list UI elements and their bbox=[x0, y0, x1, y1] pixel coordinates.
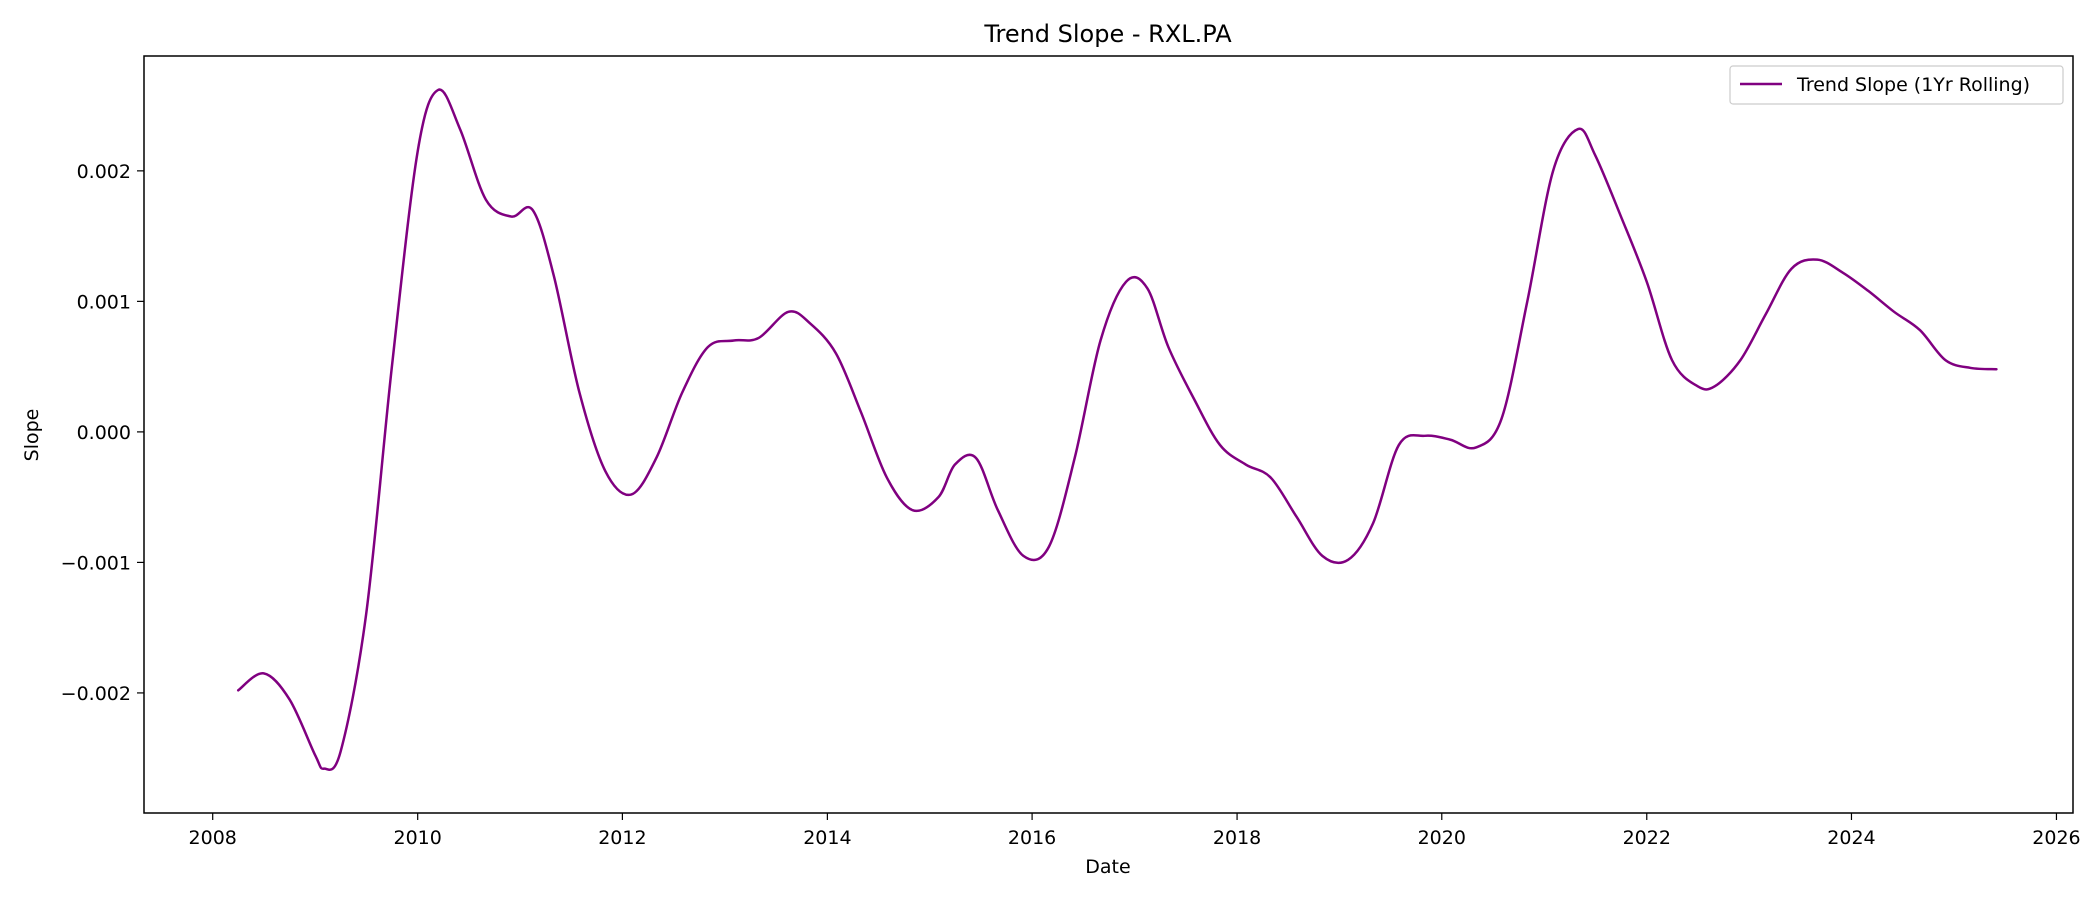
y-tick-label: 0.001 bbox=[77, 291, 131, 313]
x-tick-label: 2020 bbox=[1418, 827, 1466, 849]
x-axis: 2008 2010 2012 2014 2016 2018 2020 2022 2024 2026 bbox=[189, 813, 2081, 849]
x-tick-label: 2026 bbox=[2032, 827, 2080, 849]
x-tick-label: 2024 bbox=[1827, 827, 1875, 849]
y-tick-label: −0.002 bbox=[61, 683, 131, 705]
legend: Trend Slope (1Yr Rolling) bbox=[1729, 65, 2064, 105]
chart-title: Trend Slope - RXL.PA bbox=[983, 20, 1232, 48]
x-tick-label: 2008 bbox=[189, 827, 237, 849]
x-axis-label: Date bbox=[1085, 856, 1130, 878]
y-axis-label: Slope bbox=[21, 409, 43, 462]
x-tick-label: 2018 bbox=[1213, 827, 1261, 849]
legend-box bbox=[1729, 65, 2064, 105]
x-tick-label: 2010 bbox=[394, 827, 442, 849]
y-tick-label: 0.002 bbox=[77, 161, 131, 183]
y-tick-label: −0.001 bbox=[61, 552, 131, 574]
x-tick-label: 2022 bbox=[1623, 827, 1671, 849]
plot-area bbox=[143, 55, 2074, 814]
trend-slope-line bbox=[236, 88, 1998, 771]
x-tick-label: 2016 bbox=[1008, 827, 1056, 849]
y-tick-label: 0.000 bbox=[77, 422, 131, 444]
x-tick-label: 2012 bbox=[598, 827, 646, 849]
y-axis: 0.002 0.001 0.000 −0.001 −0.002 bbox=[61, 161, 144, 705]
legend-label: Trend Slope (1Yr Rolling) bbox=[1796, 74, 2030, 96]
x-tick-label: 2014 bbox=[803, 827, 851, 849]
